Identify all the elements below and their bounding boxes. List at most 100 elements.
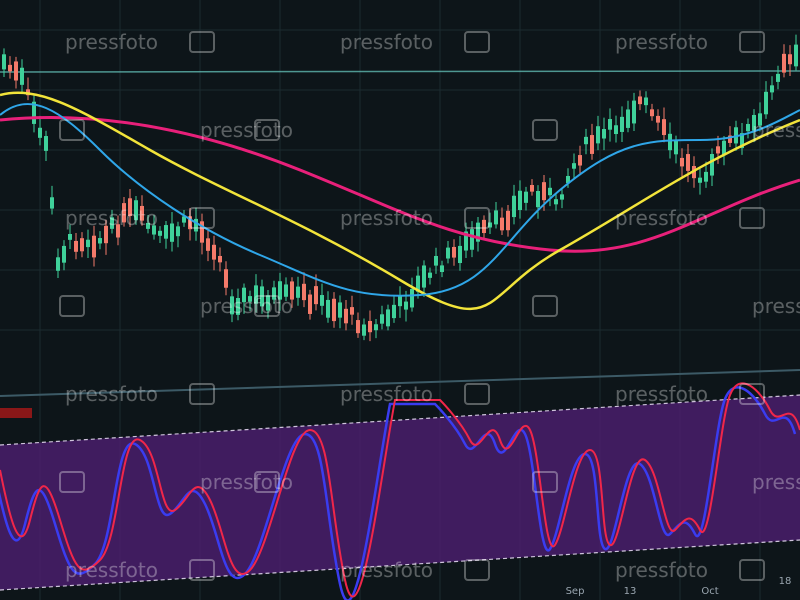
candle-body (266, 295, 270, 311)
candle-body (446, 247, 450, 259)
candle-body (392, 304, 396, 319)
candle-body (470, 229, 474, 250)
candle-body (572, 163, 576, 169)
candle-body (152, 225, 156, 235)
candle-body (794, 44, 798, 67)
candle-body (428, 272, 432, 278)
candle-body (662, 119, 666, 136)
candle-body (584, 136, 588, 145)
panel-divider (0, 369, 800, 397)
candle-body (224, 269, 228, 288)
watermark-icon (739, 207, 765, 229)
candle-body (86, 239, 90, 248)
stoch-k (0, 386, 797, 600)
candle-body (596, 126, 600, 144)
candle-body (440, 265, 444, 273)
candle-body (242, 287, 246, 303)
candle-body (362, 324, 366, 336)
watermark-icon (464, 207, 490, 229)
candle-body (314, 286, 318, 305)
candle-body (542, 182, 546, 201)
watermark-icon (464, 559, 490, 581)
watermark-icon (254, 295, 280, 317)
candle-body (338, 302, 342, 318)
candle-body (56, 257, 60, 271)
candle-body (326, 299, 330, 318)
watermark-icon (189, 383, 215, 405)
band-upper (0, 394, 800, 446)
candle-body (650, 109, 654, 117)
candle-body (194, 218, 198, 232)
x-label: 13 (624, 586, 637, 597)
candle-body (554, 199, 558, 205)
watermark-icon (59, 471, 85, 493)
candle-body (758, 113, 762, 126)
watermark-icon (254, 119, 280, 141)
watermark-icon (739, 31, 765, 53)
candle-body (368, 320, 372, 333)
candle-body (656, 115, 660, 123)
candle-body (80, 238, 84, 252)
candle-body (236, 298, 240, 315)
watermark-icon (464, 31, 490, 53)
candle-body (626, 109, 630, 128)
watermark-text: pressfoto (615, 558, 708, 582)
candle-body (764, 91, 768, 115)
candle-body (560, 194, 564, 200)
candle-body (356, 320, 360, 334)
watermark-text: pressfoto (340, 558, 433, 582)
candle-body (710, 154, 714, 176)
candle-body (200, 221, 204, 243)
candle-body (212, 244, 216, 260)
candle-body (638, 96, 642, 105)
watermark-text: pressfoto (65, 558, 158, 582)
watermark-icon (739, 383, 765, 405)
candle-body (278, 281, 282, 300)
candle-body (272, 287, 276, 300)
candle-body (590, 135, 594, 154)
candle-body (752, 114, 756, 131)
candle-body (98, 238, 102, 244)
candle-body (776, 73, 780, 82)
candle-body (620, 116, 624, 132)
candle-body (404, 301, 408, 310)
candle-body (602, 129, 606, 139)
candle-body (68, 234, 72, 240)
candle-body (398, 295, 402, 307)
candle-body (674, 140, 678, 155)
candle-body (44, 136, 48, 151)
band-lower (0, 539, 800, 591)
candle-body (110, 217, 114, 229)
watermark-icon (189, 207, 215, 229)
candle-body (140, 205, 144, 221)
watermark-icon (464, 383, 490, 405)
candle-body (284, 284, 288, 297)
candle-body (728, 135, 732, 143)
x-label: Sep (566, 586, 585, 597)
candle-body (524, 191, 528, 203)
value-tag (0, 408, 32, 418)
candle-body (332, 298, 336, 322)
candle-body (344, 308, 348, 324)
candle-body (548, 187, 552, 196)
watermark-icon (532, 119, 558, 141)
candle-body (116, 224, 120, 238)
watermark-icon (59, 295, 85, 317)
candle-body (512, 195, 516, 218)
candle-body (770, 85, 774, 93)
candle-body (434, 255, 438, 266)
watermark-text: pressfoto (615, 382, 708, 406)
candle-body (206, 238, 210, 251)
candle-body (698, 177, 702, 183)
candle-body (530, 185, 534, 192)
candle-body (578, 155, 582, 166)
candle-body (782, 53, 786, 73)
candle-body (488, 222, 492, 228)
candle-body (296, 286, 300, 298)
candle-body (644, 97, 648, 106)
candle-body (104, 225, 108, 244)
candle-body (518, 190, 522, 210)
watermark-icon (532, 295, 558, 317)
candle-body (218, 255, 222, 263)
watermark-icon (189, 31, 215, 53)
